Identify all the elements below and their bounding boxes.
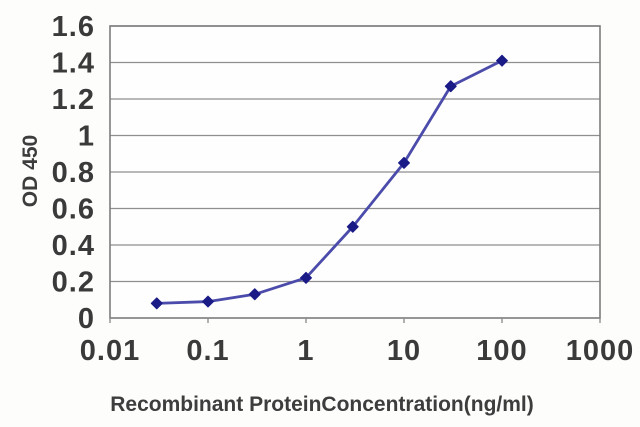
y-tick-label: 0.2	[52, 267, 95, 299]
data-point-marker	[248, 288, 261, 301]
data-point-marker	[300, 271, 312, 284]
data-point-marker	[202, 295, 214, 308]
y-tick-label: 0.8	[52, 157, 95, 189]
x-tick-label: 0.01	[80, 335, 140, 367]
x-tick-label: 100	[476, 335, 527, 367]
x-tick-label: 1000	[566, 335, 635, 367]
data-point-marker	[398, 156, 410, 169]
y-tick-label: 1.2	[52, 84, 95, 116]
x-tick-label: 1	[297, 335, 314, 367]
data-point-marker	[444, 80, 457, 93]
plot-border	[109, 25, 601, 319]
x-axis-title: Recombinant ProteinConcentration(ng/ml)	[110, 393, 534, 416]
y-tick-label: 0.6	[52, 194, 95, 226]
y-tick-label: 0.4	[52, 230, 95, 262]
data-point-marker	[150, 297, 163, 310]
series-line	[155, 59, 504, 305]
x-tick-label: 0.1	[186, 335, 229, 367]
data-point-marker	[496, 54, 508, 67]
x-tick-label: 10	[387, 335, 421, 367]
data-point-marker	[346, 220, 359, 233]
y-tick-label: 1	[78, 121, 95, 153]
y-tick-label: 0	[78, 303, 95, 335]
y-tick-label: 1.4	[52, 48, 95, 80]
y-tick-label: 1.6	[52, 11, 95, 43]
y-axis-title: OD 450	[19, 134, 42, 208]
